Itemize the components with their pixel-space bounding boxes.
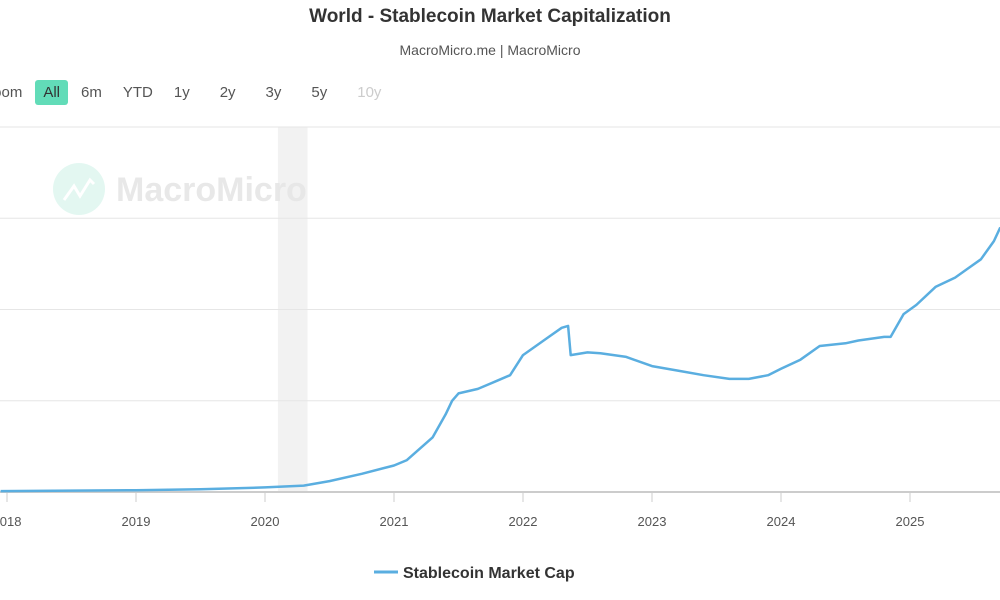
watermark-text: MacroMicro: [116, 171, 307, 209]
series-line-stablecoin-market-cap: [0, 226, 1000, 493]
chart-title: World - Stablecoin Market Capitalization: [309, 6, 671, 27]
x-tick-label: 2018: [0, 514, 21, 529]
range-10y-button[interactable]: 10y: [357, 84, 382, 101]
range-selector: Zoom All 6m YTD 1y 2y 3y 5y 10y: [0, 80, 394, 105]
watermark: MacroMicro: [53, 163, 307, 215]
range-1y-button[interactable]: 1y: [173, 84, 190, 101]
x-tick-label: 2025: [896, 514, 925, 529]
x-tick-label: 2021: [380, 514, 409, 529]
x-tick-label: 2022: [509, 514, 538, 529]
range-ytd-button[interactable]: YTD: [122, 84, 153, 101]
x-tick-label: 2024: [767, 514, 796, 529]
range-all-button[interactable]: All: [35, 80, 69, 105]
legend-label[interactable]: Stablecoin Market Cap: [403, 565, 575, 582]
chart-subtitle: MacroMicro.me | MacroMicro: [399, 42, 581, 58]
zoom-label: Zoom: [0, 84, 23, 101]
range-3y-button[interactable]: 3y: [265, 84, 282, 101]
x-tick-label: 2023: [638, 514, 667, 529]
legend[interactable]: Stablecoin Market Cap: [374, 565, 575, 582]
x-tick-label: 2020: [251, 514, 280, 529]
range-2y-button[interactable]: 2y: [219, 84, 236, 101]
x-tick-label: 2019: [122, 514, 151, 529]
range-6m-button[interactable]: 6m: [81, 84, 102, 101]
range-5y-button[interactable]: 5y: [311, 84, 328, 101]
